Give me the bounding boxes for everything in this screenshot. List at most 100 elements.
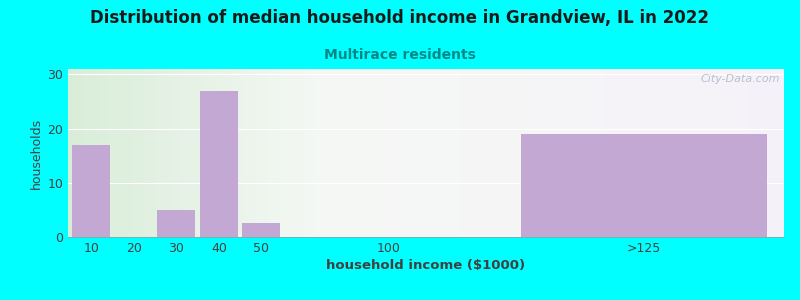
Bar (158, 69, 159, 237)
Bar (692, 69, 694, 237)
Bar (136, 69, 137, 237)
Bar (724, 69, 726, 237)
Bar (718, 69, 720, 237)
Bar (688, 69, 689, 237)
Bar (272, 69, 273, 237)
Bar (767, 69, 769, 237)
Bar (521, 134, 767, 237)
Bar (256, 69, 257, 237)
Bar (246, 69, 247, 237)
Bar (394, 69, 395, 237)
Bar (242, 224, 281, 237)
Bar (544, 69, 546, 237)
Bar (189, 69, 190, 237)
Bar (531, 69, 533, 237)
Bar (340, 69, 342, 237)
Bar (559, 69, 561, 237)
Bar (223, 69, 224, 237)
Bar (310, 69, 311, 237)
Bar (392, 69, 394, 237)
Bar (343, 69, 345, 237)
Bar (148, 69, 149, 237)
Bar (71, 69, 72, 237)
Bar (87, 69, 88, 237)
Bar (160, 69, 161, 237)
Bar (779, 69, 781, 237)
Bar (415, 69, 417, 237)
Bar (296, 69, 297, 237)
Bar (98, 69, 99, 237)
Bar (514, 69, 516, 237)
Bar (702, 69, 703, 237)
Text: Multirace residents: Multirace residents (324, 48, 476, 62)
Bar (162, 69, 163, 237)
Bar (358, 69, 360, 237)
Bar (255, 69, 256, 237)
Bar (207, 69, 208, 237)
Bar (188, 69, 189, 237)
Bar (586, 69, 588, 237)
Bar (444, 69, 446, 237)
Bar (747, 69, 749, 237)
Bar (578, 69, 579, 237)
Bar (172, 69, 173, 237)
Bar (323, 69, 324, 237)
Bar (464, 69, 466, 237)
Bar (516, 69, 518, 237)
Bar (304, 69, 305, 237)
Bar (144, 69, 145, 237)
Bar (371, 69, 373, 237)
Bar (185, 69, 186, 237)
Bar (241, 69, 242, 237)
Bar (425, 69, 426, 237)
Bar (72, 69, 73, 237)
Bar (521, 69, 522, 237)
Bar (715, 69, 717, 237)
Bar (201, 69, 202, 237)
Bar (770, 69, 772, 237)
Bar (111, 69, 112, 237)
Bar (250, 69, 251, 237)
Bar (628, 69, 630, 237)
Bar (102, 69, 103, 237)
Bar (678, 69, 680, 237)
Bar (221, 69, 222, 237)
Bar (633, 69, 634, 237)
Bar (576, 69, 578, 237)
Bar (670, 69, 672, 237)
Bar (209, 69, 210, 237)
Bar (506, 69, 507, 237)
Bar (69, 69, 70, 237)
Bar (603, 69, 605, 237)
Bar (243, 69, 244, 237)
Bar (353, 69, 354, 237)
Bar (103, 69, 104, 237)
Bar (320, 69, 321, 237)
Bar (311, 69, 312, 237)
Bar (242, 69, 243, 237)
Bar (83, 69, 84, 237)
Bar (158, 210, 195, 237)
Bar (273, 69, 274, 237)
Bar (182, 69, 183, 237)
Bar (169, 69, 170, 237)
Bar (150, 69, 151, 237)
Bar (742, 69, 744, 237)
Bar (307, 69, 308, 237)
Bar (351, 69, 353, 237)
Bar (388, 69, 390, 237)
Bar (129, 69, 130, 237)
Bar (74, 69, 75, 237)
Bar (200, 69, 201, 237)
Bar (215, 69, 216, 237)
Bar (623, 69, 625, 237)
Bar (695, 69, 697, 237)
Bar (234, 69, 235, 237)
Bar (196, 69, 197, 237)
Bar (677, 69, 678, 237)
Bar (457, 69, 458, 237)
Bar (616, 69, 618, 237)
Bar (573, 69, 574, 237)
Bar (648, 69, 650, 237)
Bar (225, 69, 226, 237)
